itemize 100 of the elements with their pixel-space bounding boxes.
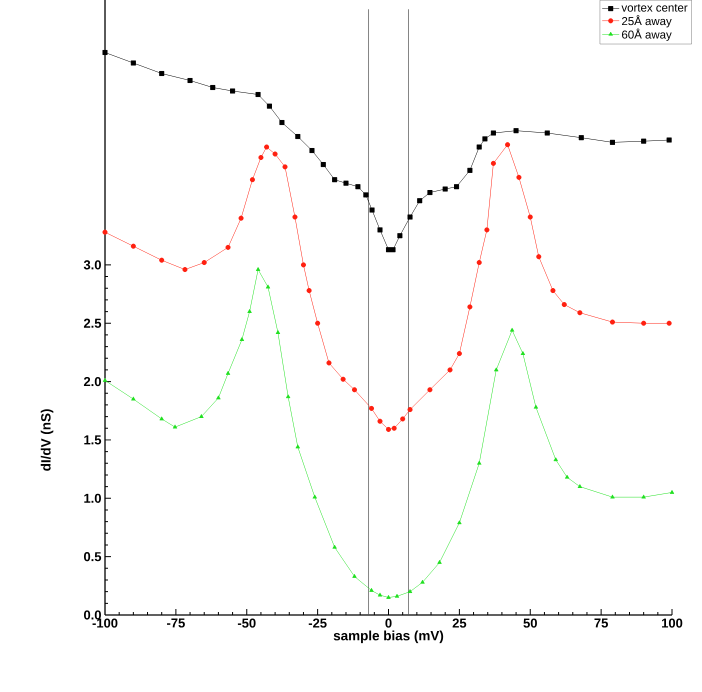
point	[355, 184, 360, 190]
point	[408, 214, 413, 220]
point	[514, 128, 519, 134]
point	[641, 320, 646, 326]
point	[102, 230, 108, 235]
point	[240, 337, 244, 341]
point	[544, 130, 550, 136]
point	[188, 78, 193, 84]
x-tick-label: 0	[385, 618, 392, 628]
point	[476, 144, 482, 150]
point	[420, 580, 425, 584]
point	[309, 148, 314, 154]
point	[295, 134, 300, 140]
point	[577, 310, 582, 316]
point	[476, 460, 482, 465]
point	[494, 367, 498, 372]
point	[312, 494, 318, 499]
point	[454, 184, 460, 190]
point	[264, 144, 270, 150]
point	[226, 370, 230, 375]
point	[130, 244, 136, 249]
point	[102, 378, 108, 382]
point	[484, 227, 490, 232]
point	[562, 302, 567, 308]
point	[476, 260, 482, 266]
point	[102, 50, 108, 56]
point	[286, 394, 290, 398]
point	[550, 288, 556, 294]
point	[377, 227, 383, 232]
point	[370, 208, 375, 213]
point	[408, 407, 413, 412]
point	[250, 177, 255, 182]
point	[482, 136, 488, 142]
point	[554, 457, 558, 462]
point	[159, 70, 164, 76]
point	[326, 360, 332, 366]
y-tick-label: 1.5	[84, 435, 102, 444]
x-tick-label: 50	[523, 618, 537, 628]
point	[296, 444, 300, 448]
point	[300, 262, 306, 268]
y-tick-label: 2.0	[84, 377, 101, 386]
x-tick-label: -25	[308, 618, 327, 628]
point	[386, 594, 391, 599]
point	[340, 376, 346, 382]
point	[272, 151, 278, 157]
point	[490, 160, 496, 166]
point	[315, 320, 320, 326]
point	[666, 137, 672, 143]
y-tick-label: 3.0	[84, 260, 101, 270]
point	[216, 395, 221, 400]
point	[266, 104, 272, 109]
point	[536, 254, 542, 260]
point	[378, 592, 382, 597]
x-tick-label: -100	[92, 618, 118, 628]
point	[394, 594, 400, 598]
point	[490, 130, 496, 136]
point	[610, 494, 615, 499]
point	[377, 418, 383, 424]
y-tick-label: 2.5	[84, 318, 102, 328]
point	[159, 416, 164, 420]
point	[467, 304, 472, 310]
point	[427, 190, 432, 196]
point	[400, 416, 406, 422]
x-tick-label: 100	[662, 618, 682, 628]
point	[392, 426, 397, 431]
point	[457, 520, 462, 524]
point	[172, 424, 178, 428]
point	[417, 198, 422, 204]
point	[202, 260, 207, 266]
point	[332, 177, 338, 182]
point	[363, 192, 368, 198]
point	[386, 426, 392, 432]
point	[276, 330, 280, 334]
point	[578, 484, 582, 488]
point	[282, 164, 288, 170]
point	[369, 588, 374, 592]
point	[210, 84, 216, 90]
point	[610, 320, 616, 325]
point	[226, 244, 231, 250]
legend-label: 25Å away	[622, 15, 672, 28]
point	[437, 560, 442, 564]
point	[182, 267, 188, 272]
point	[320, 162, 326, 168]
point	[258, 154, 264, 160]
point	[332, 544, 337, 549]
point	[666, 320, 672, 326]
point	[292, 214, 298, 220]
x-axis-title: sample bias (mV)	[334, 630, 444, 644]
point	[564, 474, 570, 479]
point	[578, 135, 584, 140]
legend-label: 60Å away	[622, 28, 672, 41]
legend-label: vortex center	[621, 4, 688, 12]
point	[390, 247, 396, 252]
point	[159, 258, 164, 263]
point	[368, 406, 374, 411]
x-tick-label: -75	[167, 618, 185, 628]
y-tick-label: 1.0	[84, 494, 101, 503]
point	[352, 574, 357, 578]
point	[256, 92, 261, 98]
point	[442, 186, 448, 192]
